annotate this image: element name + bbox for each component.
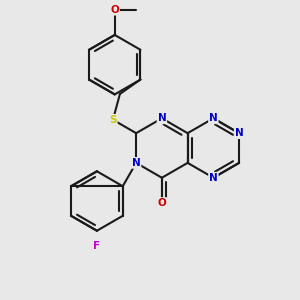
Text: N: N [235,128,244,138]
Text: N: N [209,173,218,183]
Text: S: S [109,115,117,125]
Text: N: N [132,158,140,168]
Text: O: O [110,5,119,15]
Text: F: F [93,241,100,250]
Text: N: N [158,113,166,123]
Text: O: O [158,198,166,208]
Text: N: N [209,113,218,123]
